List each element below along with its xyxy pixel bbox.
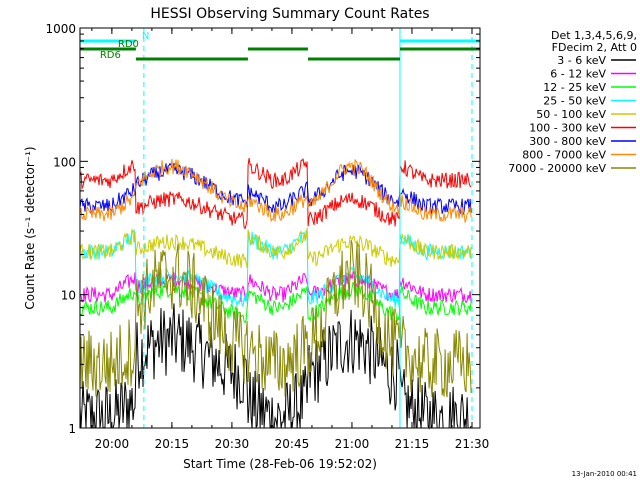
series-line-7 — [79, 158, 472, 224]
series-line-5 — [79, 158, 472, 230]
flag-label-N: N — [142, 31, 149, 42]
y-tick-label-2: 100 — [53, 155, 76, 169]
footer-timestamp: 13-Jan-2010 00:41 — [572, 470, 637, 478]
series-line-4 — [79, 227, 472, 269]
legend-label-6: 300 - 800 keV — [529, 135, 606, 148]
series-line-2 — [79, 281, 472, 324]
legend-label-8: 7000 - 20000 keV — [508, 162, 606, 175]
legend-header-0: Det 1,3,4,5,6,9, — [551, 29, 637, 42]
legend-label-4: 50 - 100 keV — [536, 108, 606, 121]
x-axis-label: Start Time (28-Feb-06 19:52:02) — [183, 457, 377, 471]
x-tick-label-2: 20:30 — [215, 437, 250, 451]
legend-label-5: 100 - 300 keV — [529, 122, 606, 135]
y-tick-label-0: 1 — [68, 422, 76, 436]
series-line-0 — [79, 303, 472, 430]
y-axis-label: Count Rate (s⁻¹ detector⁻¹) — [23, 146, 37, 309]
x-tick-label-1: 20:15 — [155, 437, 190, 451]
legend-label-0: 3 - 6 keV — [557, 54, 606, 67]
legend-label-7: 800 - 7000 keV — [522, 149, 606, 162]
legend-label-1: 6 - 12 keV — [550, 68, 606, 81]
x-tick-label-0: 20:00 — [95, 437, 130, 451]
x-tick-label-3: 20:45 — [275, 437, 310, 451]
legend: Det 1,3,4,5,6,9,FDecim 2, Att 03 - 6 keV… — [508, 29, 637, 175]
x-tick-label-6: 21:30 — [455, 437, 490, 451]
x-tick-label-4: 21:00 — [335, 437, 370, 451]
chart-title: HESSI Observing Summary Count Rates — [150, 6, 429, 22]
y-tick-label-1: 10 — [61, 289, 76, 303]
series-line-1 — [79, 270, 472, 304]
x-tick-label-5: 21:15 — [395, 437, 430, 451]
legend-label-2: 12 - 25 keV — [543, 81, 606, 94]
axes: 20:00 20:15 20:30 20:45 21:00 21:15 21:30 1 10 10… — [45, 22, 489, 451]
series-line-8 — [79, 240, 472, 398]
plot-frame — [79, 27, 481, 429]
flag-label-RD6: RD6 — [100, 50, 121, 61]
flag-label-RD0: RD0 — [118, 39, 139, 50]
legend-header-1: FDecim 2, Att 0 — [552, 41, 637, 54]
y-tick-label-3: 1000 — [45, 22, 76, 36]
legend-label-3: 25 - 50 keV — [543, 95, 606, 108]
